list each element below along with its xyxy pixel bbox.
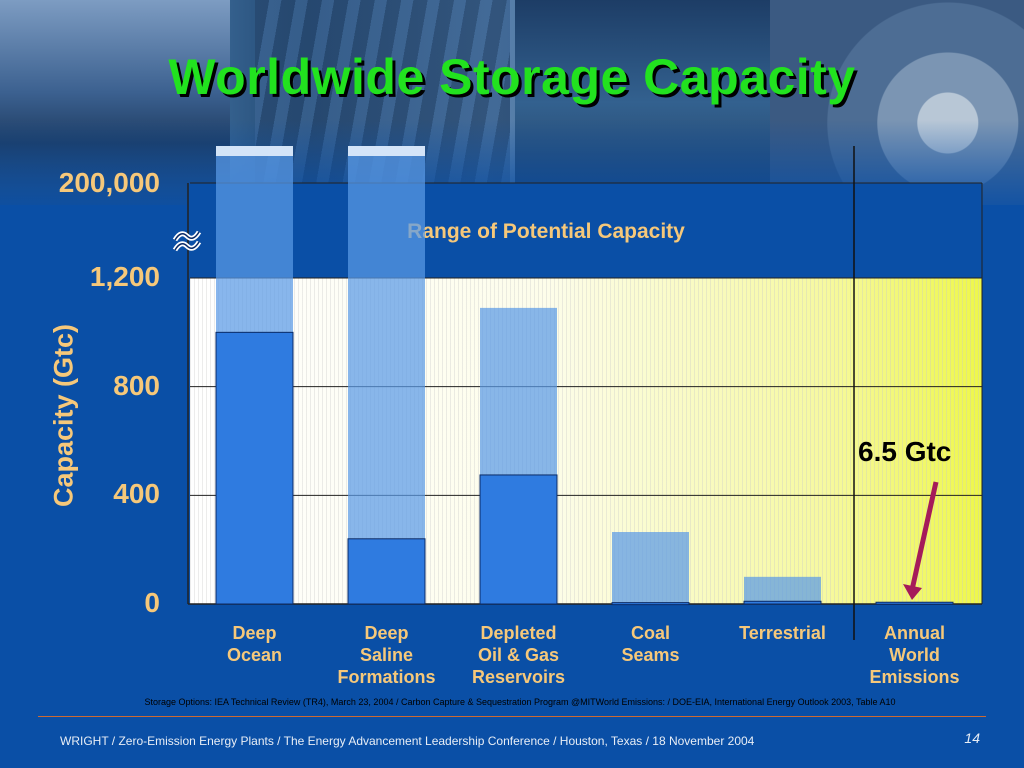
category-label-2-line-1: Oil & Gas xyxy=(477,645,560,665)
bar-low-3 xyxy=(611,602,690,606)
category-label-2-line-2: Reservoirs xyxy=(471,667,566,687)
category-label-2: Depleted Oil & Gas Reservoirs xyxy=(459,622,579,688)
annotation-arrowhead xyxy=(903,584,922,600)
category-label-0-line-0: Deep xyxy=(232,623,277,643)
category-label-3-line-0: Coal xyxy=(630,623,670,643)
y-tick-3: 1,200 xyxy=(89,261,160,292)
bar-range-cap-0 xyxy=(216,146,293,156)
y-tick-2: 800 xyxy=(113,370,160,401)
annotation-label: 6.5 Gtc xyxy=(858,436,952,467)
y-tick-0: 0 xyxy=(144,587,160,618)
y-tick-1: 400 xyxy=(113,478,160,509)
bar-range-cap-1 xyxy=(348,146,425,156)
footer-text: WRIGHT / Zero-Emission Energy Plants / T… xyxy=(60,734,755,748)
source-note: Storage Options: IEA Technical Review (T… xyxy=(144,697,896,707)
annotation-arrow xyxy=(909,481,939,591)
y-tick-4: 200,000 xyxy=(58,167,160,198)
category-label-5-line-0: Annual xyxy=(884,623,945,643)
category-label-0: Deep Ocean xyxy=(195,622,315,666)
page-number: 14 xyxy=(964,730,980,746)
category-label-1-line-0: Deep xyxy=(364,623,409,643)
category-label-0-line-1: Ocean xyxy=(226,645,283,665)
category-label-3-line-1: Seams xyxy=(621,645,680,665)
bar-low-4 xyxy=(743,600,822,605)
bar-range-0 xyxy=(216,146,293,333)
range-label: Range of Potential Capacity xyxy=(407,220,685,243)
bar-low-2 xyxy=(479,474,558,605)
bar-range-2 xyxy=(480,307,557,475)
bar-low-0 xyxy=(215,331,294,605)
footer-rule xyxy=(38,716,986,717)
chart-upper-band xyxy=(188,183,982,278)
bar-range-1 xyxy=(348,146,425,539)
bar-low-1 xyxy=(347,538,426,605)
plot-area xyxy=(190,278,982,604)
axis-break-outline xyxy=(174,231,200,251)
category-label-5: Annual World Emissions xyxy=(855,622,975,688)
category-label-4-line-0: Terrestrial xyxy=(739,623,826,643)
category-label-4: Terrestrial xyxy=(723,622,843,644)
bar-low-5 xyxy=(875,601,954,605)
category-label-1: Deep Saline Formations xyxy=(327,622,447,688)
category-label-5-line-2: Emissions xyxy=(869,667,960,687)
bar-range-3 xyxy=(612,532,689,603)
slide-title: Worldwide Storage Capacity xyxy=(168,49,856,105)
bar-range-4 xyxy=(744,576,821,602)
category-label-5-line-1: World xyxy=(889,645,940,665)
category-label-3: Coal Seams xyxy=(591,622,711,666)
category-label-2-line-0: Depleted xyxy=(480,623,557,643)
category-label-1-line-1: Saline xyxy=(359,645,414,665)
category-label-1-line-2: Formations xyxy=(337,667,436,687)
